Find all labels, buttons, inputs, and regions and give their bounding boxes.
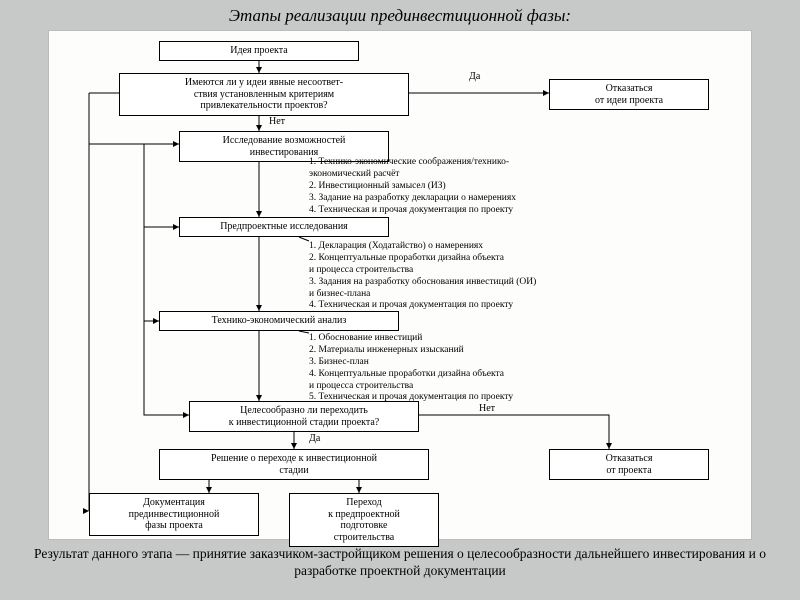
flow-sidetext-t3: 1. Обоснование инвестиций 2. Материалы и… bbox=[309, 333, 709, 404]
flow-label-l_da1: Да bbox=[469, 71, 480, 82]
flow-node-n5: Предпроектные исследования bbox=[179, 217, 389, 237]
page-title: Этапы реализации прединвестиционной фазы… bbox=[0, 0, 800, 30]
flow-sidetext-t2: 1. Декларация (Ходатайство) о намерениях… bbox=[309, 241, 709, 312]
flow-node-n8: Отказаться от проекта bbox=[549, 449, 709, 480]
flow-node-n2: Имеются ли у идеи явные несоответ- ствия… bbox=[119, 73, 409, 116]
flow-node-n9: Решение о переходе к инвестиционной стад… bbox=[159, 449, 429, 480]
flow-node-n10: Документация прединвестиционной фазы про… bbox=[89, 493, 259, 536]
flow-label-l_net1: Нет bbox=[269, 116, 285, 127]
flow-node-n7: Целесообразно ли переходить к инвестицио… bbox=[189, 401, 419, 432]
flow-label-l_net2: Нет bbox=[479, 403, 495, 414]
flowchart-canvas: Идея проекта Имеются ли у идеи явные несо… bbox=[48, 30, 752, 540]
flow-label-l_da2: Да bbox=[309, 433, 320, 444]
flow-node-n6: Технико-экономический анализ bbox=[159, 311, 399, 331]
flow-node-n11: Переход к предпроектной подготовке строи… bbox=[289, 493, 439, 547]
flow-node-n1: Идея проекта bbox=[159, 41, 359, 61]
flow-sidetext-t1: 1. Технико-экономические соображения/тех… bbox=[309, 157, 689, 216]
flow-node-n3: Отказаться от идеи проекта bbox=[549, 79, 709, 110]
